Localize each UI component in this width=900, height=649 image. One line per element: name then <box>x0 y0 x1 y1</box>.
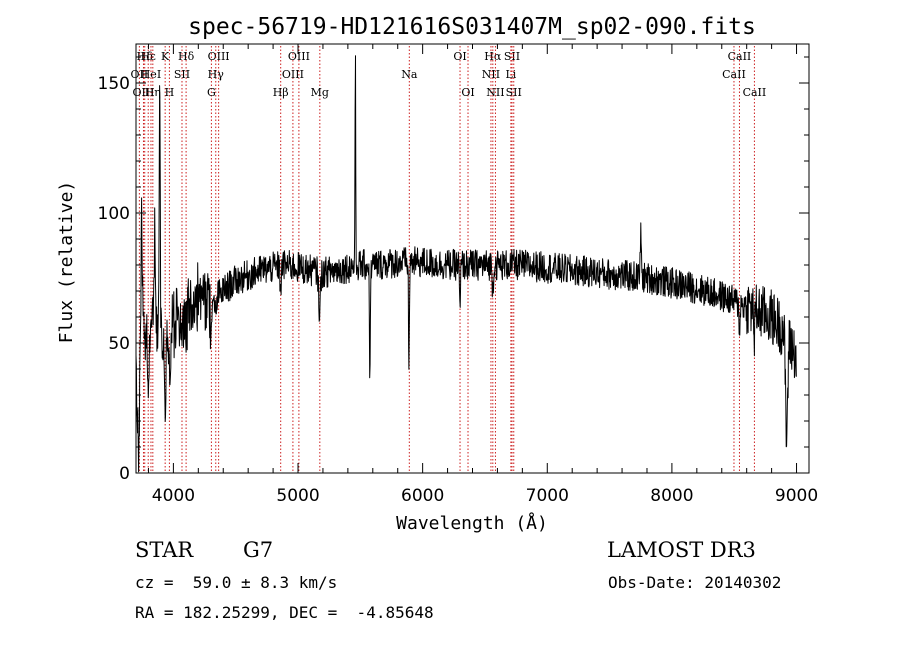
x-tick-label: 8000 <box>650 486 693 506</box>
line-marker-label: CaII <box>722 68 746 81</box>
line-marker-label: OIII <box>208 50 230 63</box>
x-tick-label: 5000 <box>276 486 319 506</box>
x-tick-label: 4000 <box>152 486 195 506</box>
x-tick-label: 9000 <box>775 486 818 506</box>
line-marker-label: SII <box>506 86 522 99</box>
line-marker-label: Hδ <box>178 50 195 63</box>
line-marker-label: OIII <box>288 50 310 63</box>
object-class: STAR <box>135 538 194 562</box>
line-marker-label: SII <box>504 50 520 63</box>
line-marker-label: OIII <box>282 68 304 81</box>
y-tick-label: 50 <box>108 334 130 354</box>
y-tick-label: 150 <box>98 74 130 94</box>
line-marker-label: K <box>161 50 170 63</box>
object-subclass: G7 <box>243 538 274 562</box>
spectrum-line <box>135 55 797 473</box>
spectrum-trace <box>135 55 797 473</box>
x-axis-label: Wavelength (Å) <box>396 512 548 534</box>
axes: 4000 5000 6000 7000 8000 9000 0 50 100 150 <box>98 44 818 506</box>
line-marker-label: OI <box>453 50 466 63</box>
line-marker-label: Hγ <box>208 68 225 81</box>
line-marker-label: Mg <box>311 86 329 99</box>
survey-name: LAMOST DR3 <box>607 538 756 562</box>
line-marker-label: OIII <box>132 86 154 99</box>
line-marker-label: Hε <box>141 50 157 63</box>
chart-title: spec-56719-HD121616S031407M_sp02-090.fit… <box>188 14 756 40</box>
observation-date: Obs-Date: 20140302 <box>608 573 782 592</box>
line-marker-label: SII <box>174 68 190 81</box>
line-marker-label: Li <box>505 68 516 81</box>
line-marker-label: G <box>207 86 216 99</box>
redshift-value: cz = 59.0 ± 8.3 km/s <box>135 573 338 592</box>
line-marker-label: CaII <box>728 50 752 63</box>
line-marker-label: NII <box>486 86 504 99</box>
line-marker-label: H <box>165 86 175 99</box>
line-marker-label: OI <box>461 86 474 99</box>
line-marker-label: Hα <box>484 50 502 63</box>
y-tick-label: 0 <box>119 464 130 484</box>
line-marker-label: HeI <box>141 68 161 81</box>
line-marker-label: Hδ <box>137 50 154 63</box>
y-axis-label: Flux (relative) <box>56 181 77 344</box>
line-marker-label: Hβ <box>273 86 289 99</box>
coordinates: RA = 182.25299, DEC = -4.85648 <box>135 603 434 622</box>
x-tick-label: 6000 <box>401 486 444 506</box>
line-marker-label: NII <box>482 68 500 81</box>
line-marker-label: Na <box>401 68 418 81</box>
x-tick-label: 7000 <box>526 486 569 506</box>
y-tick-label: 100 <box>98 204 130 224</box>
line-marker-label: CaII <box>743 86 767 99</box>
line-marker-label: Hη <box>145 86 161 99</box>
